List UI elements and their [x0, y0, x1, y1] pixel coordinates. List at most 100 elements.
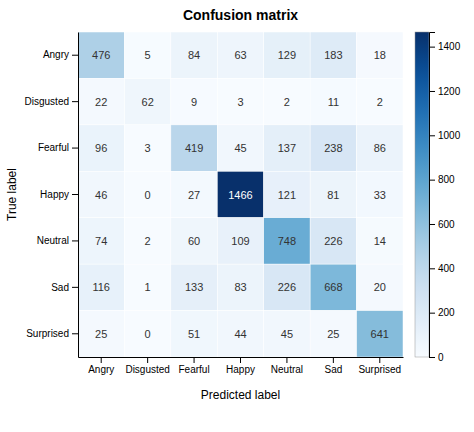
data-label: 22	[95, 96, 107, 108]
data-label: 238	[324, 142, 342, 154]
cell	[124, 32, 170, 78]
cell	[357, 171, 403, 217]
plot: 4765846312918318226293211296341945137238…	[25, 32, 404, 375]
tick-label: Neutral	[37, 235, 69, 246]
cell	[78, 311, 124, 357]
tick-mark	[333, 357, 334, 363]
tick-mark	[429, 47, 435, 48]
cell	[217, 78, 263, 124]
tick-mark	[72, 148, 78, 149]
data-label: 183	[324, 49, 342, 61]
tick-mark	[72, 55, 78, 56]
cell	[171, 78, 217, 124]
y-tick: Sad	[51, 282, 78, 293]
chart: 4765846312918318226293211296341945137238…	[0, 0, 474, 432]
data-label: 20	[374, 281, 386, 293]
cell	[171, 264, 217, 310]
data-label: 2	[284, 96, 290, 108]
colorbar-axis: 0200400600800100012001400	[429, 33, 461, 363]
cell	[124, 78, 170, 124]
tick-mark	[72, 101, 78, 102]
tick-label: 1000	[438, 130, 461, 141]
cell	[124, 218, 170, 264]
cell	[310, 311, 356, 357]
data-label: 45	[281, 328, 293, 340]
tick-label: Happy	[40, 189, 69, 200]
x-axis: AngryDisgustedFearfulHappyNeutralSadSurp…	[79, 357, 404, 375]
data-label: 5	[145, 49, 151, 61]
y-tick: Surprised	[26, 328, 78, 339]
cell	[357, 264, 403, 310]
x-tick: Fearful	[179, 357, 210, 375]
cell	[171, 125, 217, 171]
tick-label: Sad	[324, 364, 342, 375]
cell	[310, 125, 356, 171]
data-label: 226	[324, 235, 342, 247]
cell	[310, 78, 356, 124]
data-label: 81	[327, 189, 339, 201]
cell	[310, 218, 356, 264]
cell	[217, 311, 263, 357]
tick-mark	[429, 357, 435, 358]
data-label: 14	[374, 235, 386, 247]
data-label: 121	[278, 189, 296, 201]
y-tick: Angry	[43, 49, 78, 60]
data-label: 63	[234, 49, 246, 61]
data-label: 25	[327, 328, 339, 340]
colorbar-tick: 200	[429, 307, 455, 318]
data-label: 2	[377, 96, 383, 108]
tick-mark	[429, 268, 435, 269]
data-label: 0	[145, 189, 151, 201]
cell	[124, 171, 170, 217]
data-label: 96	[95, 142, 107, 154]
cell	[124, 264, 170, 310]
tick-label: 800	[438, 174, 455, 185]
cell	[264, 311, 310, 357]
colorbar-tick: 600	[429, 219, 455, 230]
cell	[217, 264, 263, 310]
cell	[78, 125, 124, 171]
data-label: 133	[185, 281, 203, 293]
tick-mark	[429, 91, 435, 92]
x-tick: Disgusted	[125, 357, 169, 375]
data-label: 74	[95, 235, 107, 247]
cell	[357, 125, 403, 171]
x-tick: Happy	[226, 357, 255, 375]
cell	[357, 218, 403, 264]
tick-label: Fearful	[38, 142, 69, 153]
cell	[264, 32, 310, 78]
axis-domain	[430, 33, 436, 358]
colorbar-tick: 1400	[429, 41, 461, 52]
tick-label: 0	[438, 352, 444, 363]
data-label: 60	[188, 235, 200, 247]
data-label: 1	[145, 281, 151, 293]
colorbar-tick: 400	[429, 263, 455, 274]
cell	[124, 311, 170, 357]
data-label: 641	[371, 328, 389, 340]
tick-label: 400	[438, 263, 455, 274]
data-label: 1466	[228, 189, 252, 201]
data-label: 0	[145, 328, 151, 340]
y-tick: Neutral	[37, 235, 78, 246]
colorbar-tick: 0	[429, 352, 444, 363]
tick-mark	[72, 333, 78, 334]
cell	[264, 171, 310, 217]
y-axis-title: True label	[5, 168, 19, 221]
tick-mark	[429, 224, 435, 225]
cell	[217, 125, 263, 171]
tick-label: Angry	[43, 49, 69, 60]
data-label: 129	[278, 49, 296, 61]
cell	[217, 32, 263, 78]
cell	[171, 171, 217, 217]
cell	[78, 78, 124, 124]
cells	[78, 32, 403, 357]
tick-mark	[72, 287, 78, 288]
tick-label: Sad	[51, 282, 69, 293]
tick-label: Neutral	[271, 364, 303, 375]
data-label: 45	[234, 142, 246, 154]
colorbar-gradient	[415, 32, 429, 357]
tick-mark	[429, 313, 435, 314]
data-label: 137	[278, 142, 296, 154]
cell	[264, 125, 310, 171]
data-label: 226	[278, 281, 296, 293]
